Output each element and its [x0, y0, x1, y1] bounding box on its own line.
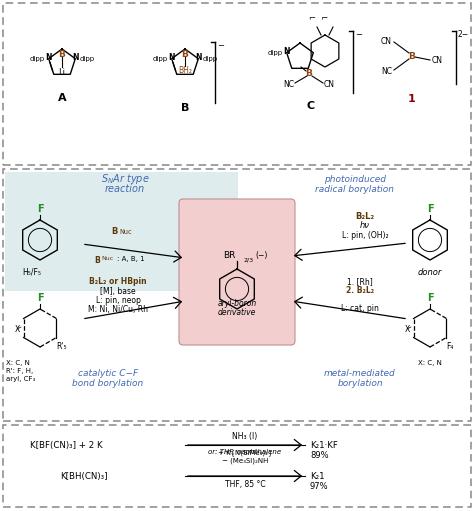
Text: dipp: dipp: [79, 56, 94, 62]
Text: F: F: [36, 293, 43, 303]
Text: B: B: [306, 68, 312, 78]
Text: + K{N(SiMe₃)₂}: + K{N(SiMe₃)₂}: [218, 449, 272, 456]
Text: X: X: [14, 324, 19, 334]
Text: aryl, CF₃: aryl, CF₃: [6, 376, 35, 382]
Text: B: B: [181, 103, 189, 113]
Text: borylation: borylation: [337, 379, 383, 387]
FancyBboxPatch shape: [5, 172, 238, 291]
Text: N: N: [283, 47, 290, 56]
Text: 89%: 89%: [310, 451, 328, 459]
Text: CN: CN: [432, 56, 443, 64]
Text: hν: hν: [360, 221, 370, 230]
Text: BH₂: BH₂: [178, 66, 192, 75]
Text: B: B: [409, 52, 415, 60]
Text: L: pin, (OH)₂: L: pin, (OH)₂: [342, 231, 388, 240]
Text: dipp: dipp: [29, 56, 45, 62]
Text: or: THF, naphthalene: or: THF, naphthalene: [209, 449, 282, 455]
Text: B: B: [111, 227, 118, 236]
Text: X: C, N: X: C, N: [6, 360, 30, 366]
Text: NH₃ (l): NH₃ (l): [232, 432, 258, 441]
Text: X: C, N: X: C, N: [418, 360, 442, 366]
Text: CN: CN: [324, 80, 335, 88]
Text: 2/3: 2/3: [244, 257, 254, 262]
Text: B: B: [59, 50, 65, 59]
Text: B₂L₂: B₂L₂: [356, 212, 374, 221]
Text: K[BF(CN)₃] + 2 K: K[BF(CN)₃] + 2 K: [30, 440, 103, 450]
Text: metal-mediated: metal-mediated: [324, 368, 396, 378]
Text: dipp: dipp: [153, 56, 168, 62]
Text: Nuc: Nuc: [101, 256, 113, 261]
Text: F₄: F₄: [446, 341, 453, 351]
Text: M: Ni, Ni/Cu, Rh: M: Ni, Ni/Cu, Rh: [88, 305, 148, 314]
Text: N: N: [46, 53, 52, 62]
Text: aryl-boron: aryl-boron: [218, 299, 256, 308]
Text: : A, B, 1: : A, B, 1: [117, 256, 145, 262]
FancyBboxPatch shape: [3, 3, 471, 165]
Text: dipp: dipp: [267, 50, 283, 56]
Text: K[BH(CN)₃]: K[BH(CN)₃]: [60, 472, 108, 480]
Text: photoinduced: photoinduced: [324, 174, 386, 183]
FancyBboxPatch shape: [179, 199, 295, 345]
Text: derivative: derivative: [218, 308, 256, 317]
FancyBboxPatch shape: [3, 425, 471, 507]
Text: C: C: [307, 101, 315, 111]
Text: N: N: [168, 53, 175, 62]
Text: N: N: [195, 53, 201, 62]
Text: R': F, H,: R': F, H,: [6, 368, 33, 374]
Text: N: N: [72, 53, 79, 62]
Text: X: X: [404, 324, 410, 334]
Text: (−): (−): [255, 251, 267, 260]
Text: − (Me₃Si)₂NH: − (Me₃Si)₂NH: [222, 457, 268, 464]
Text: [M], base: [M], base: [100, 287, 136, 296]
Text: F: F: [427, 293, 433, 303]
Text: Li: Li: [58, 68, 65, 77]
Text: 2. B₂L₂: 2. B₂L₂: [346, 286, 374, 295]
Text: B: B: [182, 50, 189, 59]
Text: L: pin, neop: L: pin, neop: [96, 296, 140, 305]
Text: 2−: 2−: [458, 30, 469, 39]
Text: radical borylation: radical borylation: [316, 184, 394, 194]
Text: NC: NC: [381, 66, 392, 76]
Text: 1: 1: [408, 94, 416, 104]
Text: −: −: [217, 41, 224, 50]
Text: K₂1: K₂1: [310, 472, 325, 480]
Text: bond borylation: bond borylation: [73, 379, 144, 387]
FancyBboxPatch shape: [3, 169, 471, 421]
Text: dipp: dipp: [202, 56, 218, 62]
Text: B: B: [94, 256, 100, 265]
Text: catalytic C−F: catalytic C−F: [78, 368, 138, 378]
Text: F: F: [427, 204, 433, 214]
Text: $S_N$Ar type: $S_N$Ar type: [100, 172, 149, 186]
Text: B₂L₂ or HBpin: B₂L₂ or HBpin: [89, 277, 147, 286]
Text: H₅/F₅: H₅/F₅: [22, 267, 42, 276]
Text: 97%: 97%: [310, 481, 328, 491]
Text: donor: donor: [418, 268, 442, 277]
Text: K₂1·KF: K₂1·KF: [310, 440, 338, 450]
Text: reaction: reaction: [105, 184, 145, 194]
Text: L: cat, pin: L: cat, pin: [341, 304, 379, 313]
Text: Nuc: Nuc: [119, 229, 132, 235]
Text: A: A: [58, 93, 66, 103]
Text: BR: BR: [224, 251, 236, 260]
Text: THF, 85 °C: THF, 85 °C: [225, 480, 265, 489]
Text: ⌐  ⌐: ⌐ ⌐: [310, 14, 328, 23]
Text: CN: CN: [381, 36, 392, 45]
Text: −: −: [355, 30, 362, 39]
Text: F: F: [36, 204, 43, 214]
Text: 1. [Rh]: 1. [Rh]: [347, 277, 373, 286]
Text: R'₅: R'₅: [56, 341, 67, 351]
Text: NC: NC: [283, 80, 294, 88]
